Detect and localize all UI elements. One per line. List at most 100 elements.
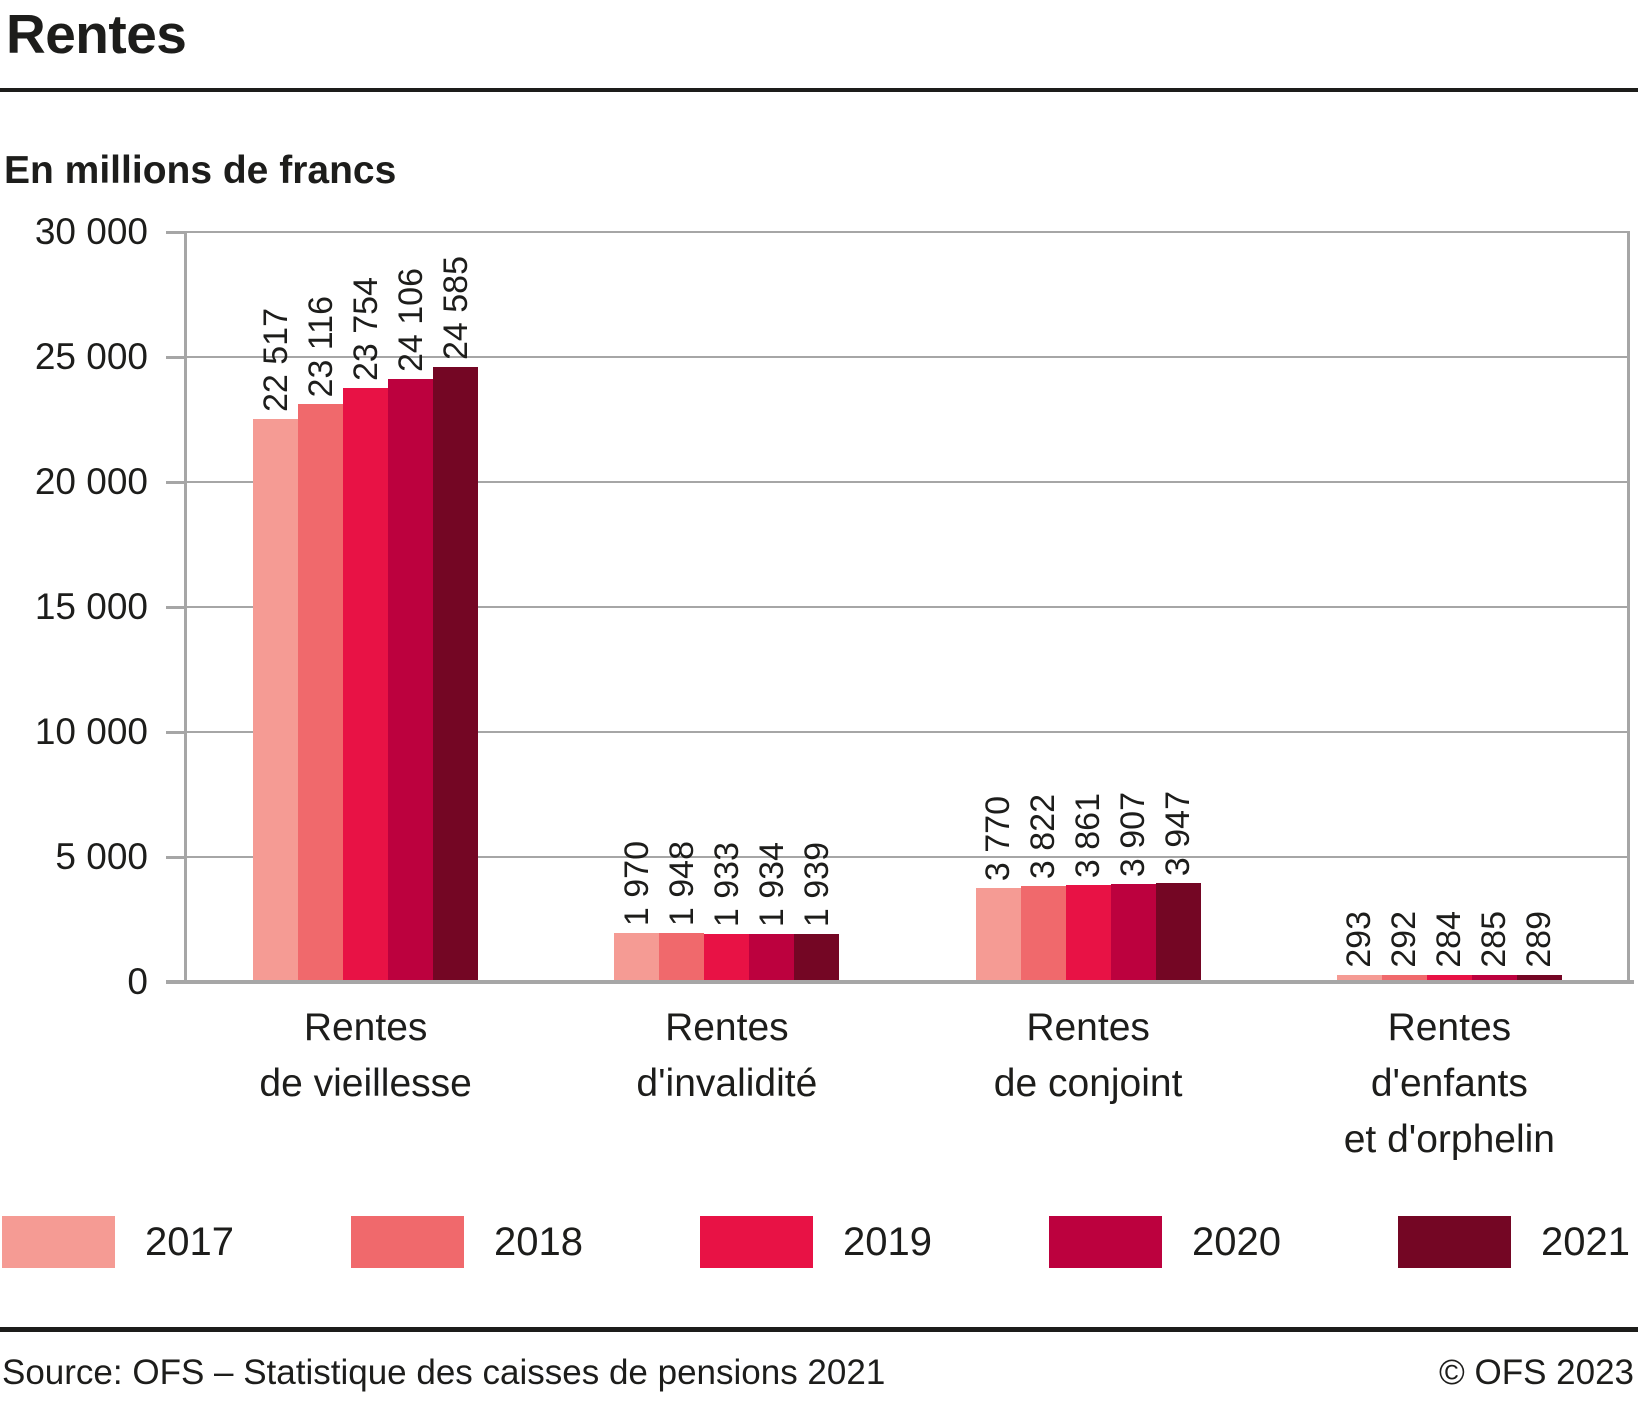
- y-tick-label-10000: 10 000: [34, 711, 148, 752]
- legend-item-2020: 2020: [1049, 1216, 1281, 1268]
- gridline-10000: [185, 731, 1630, 733]
- category-label-conjoint: Rentes de conjoint: [908, 1000, 1269, 1168]
- bar-value-2020-invalidite: 1 934: [752, 841, 791, 927]
- bar-value-2018-invalidite: 1 948: [662, 840, 701, 926]
- y-tick-label-0: 0: [127, 961, 148, 1002]
- bar-value-2017-enfants: 293: [1340, 911, 1379, 968]
- legend-label-2017: 2017: [145, 1220, 234, 1264]
- y-tick-label-5000: 5 000: [55, 836, 148, 877]
- chart-unit-label: En millions de francs: [4, 149, 397, 192]
- y-tick-mark-15000: [166, 606, 186, 609]
- footer-divider-line: [0, 1327, 1638, 1332]
- bar-2018-enfants: 292: [1381, 911, 1427, 982]
- gridline-5000: [185, 856, 1630, 858]
- y-tick-mark-20000: [166, 481, 186, 484]
- bar-value-2017-invalidite: 1 970: [617, 840, 656, 926]
- legend-item-2017: 2017: [2, 1216, 234, 1268]
- bar-value-2020-enfants: 285: [1475, 911, 1514, 968]
- category-label-line: de vieillesse: [259, 1062, 472, 1105]
- legend-swatch-2021: [1398, 1216, 1511, 1268]
- legend-item-2018: 2018: [351, 1216, 583, 1268]
- category-label-line: d'invalidité: [636, 1062, 818, 1105]
- y-tick-label-20000: 20 000: [34, 461, 148, 502]
- category-label-line: d'enfants: [1370, 1062, 1528, 1105]
- gridline-20000: [185, 481, 1630, 483]
- bar-value-2018-vieillesse: 23 116: [301, 295, 340, 397]
- bar-groups-layer: 22 517 23 116 23 754 24 106 24 585 1 970 1 948…: [185, 232, 1630, 982]
- y-tick-mark-25000: [166, 356, 186, 359]
- legend-swatch-2019: [700, 1216, 813, 1268]
- plot-right-border: [1627, 232, 1630, 982]
- bar-value-2021-conjoint: 3 947: [1159, 790, 1198, 876]
- y-axis-labels: 30 000 25 000 20 000 15 000 10 000 5 000 0: [0, 211, 148, 1002]
- bar-2020-vieillesse: 24 106: [388, 268, 434, 982]
- y-tick-label-30000: 30 000: [34, 211, 148, 252]
- legend-swatch-2017: [2, 1216, 115, 1268]
- bar-value-2021-enfants: 289: [1520, 911, 1559, 968]
- bar-2021-conjoint: 3 947: [1155, 791, 1201, 982]
- gridline-30000: [185, 231, 1630, 233]
- category-label-line: Rentes: [665, 1006, 789, 1049]
- bar-2017-conjoint: 3 770: [975, 796, 1021, 982]
- category-label-line: Rentes: [1387, 1006, 1512, 1049]
- copyright-text: © OFS 2023: [1438, 1353, 1634, 1392]
- bar-value-2021-invalidite: 1 939: [797, 841, 836, 927]
- bar-2019-conjoint: 3 861: [1065, 793, 1111, 982]
- bar-2017-enfants: 293: [1336, 911, 1382, 982]
- bar-group-vieillesse: 22 517 23 116 23 754 24 106 24 585: [185, 232, 546, 982]
- y-tick-mark-5000: [166, 856, 186, 859]
- y-tick-label-25000: 25 000: [34, 336, 148, 377]
- bar-group-conjoint: 3 770 3 822 3 861 3 907 3 947: [908, 232, 1269, 982]
- bar-group-enfants: 293 292 284 285 289: [1269, 232, 1630, 982]
- y-tick-mark-10000: [166, 731, 186, 734]
- legend-swatch-2018: [351, 1216, 464, 1268]
- bar-value-2019-invalidite: 1 933: [707, 841, 746, 927]
- category-label-line: Rentes: [1026, 1006, 1150, 1049]
- legend-label-2018: 2018: [494, 1220, 583, 1264]
- bar-value-2019-conjoint: 3 861: [1069, 792, 1108, 878]
- bar-2020-conjoint: 3 907: [1110, 792, 1156, 982]
- bar-value-2018-conjoint: 3 822: [1024, 793, 1063, 879]
- legend: 2017 2018 2019 2020 2021: [2, 1216, 1630, 1268]
- bar-value-2020-vieillesse: 24 106: [391, 268, 430, 372]
- title-divider-line: [0, 88, 1638, 92]
- legend-label-2020: 2020: [1192, 1220, 1281, 1264]
- bar-value-2021-vieillesse: 24 585: [436, 256, 475, 360]
- footer: Source: OFS – Statistique des caisses de…: [2, 1352, 1634, 1394]
- page-title: Rentes: [6, 3, 187, 65]
- category-label-enfants: Rentes d'enfants et d'orphelin: [1269, 1000, 1630, 1168]
- bar-value-2018-enfants: 292: [1385, 911, 1424, 968]
- y-tick-mark-30000: [166, 231, 186, 234]
- category-label-line: Rentes: [303, 1006, 428, 1049]
- bar-value-2017-vieillesse: 22 517: [256, 308, 295, 412]
- legend-item-2021: 2021: [1398, 1216, 1630, 1268]
- bar-value-2019-enfants: 284: [1430, 911, 1469, 968]
- legend-label-2021: 2021: [1541, 1220, 1630, 1264]
- y-axis-ticks: [166, 231, 186, 982]
- bar-2020-invalidite: 1 934: [749, 842, 795, 982]
- bar-2018-conjoint: 3 822: [1020, 794, 1066, 982]
- grid-layer: [185, 231, 1630, 982]
- bar-2017-invalidite: 1 970: [614, 841, 660, 982]
- bar-2021-invalidite: 1 939: [794, 842, 840, 982]
- legend-label-2019: 2019: [843, 1220, 932, 1264]
- bar-value-2020-conjoint: 3 907: [1114, 791, 1153, 877]
- legend-item-2019: 2019: [700, 1216, 932, 1268]
- bar-value-2017-conjoint: 3 770: [979, 795, 1018, 881]
- bar-2017-vieillesse: 22 517: [253, 308, 299, 982]
- bar-2019-invalidite: 1 933: [704, 842, 750, 982]
- category-label-line: de conjoint: [993, 1062, 1183, 1105]
- bar-2021-enfants: 289: [1516, 911, 1562, 982]
- plot-area: 22 517 23 116 23 754 24 106 24 585 1 970 1 948…: [185, 231, 1630, 982]
- bar-group-invalidite: 1 970 1 948 1 933 1 934 1 939: [546, 232, 907, 982]
- gridline-15000: [185, 606, 1630, 608]
- category-labels: Rentes de vieillesse Rentes d'invalidité Ren…: [185, 1000, 1630, 1168]
- x-axis-line: [166, 980, 1634, 984]
- bar-2021-vieillesse: 24 585: [433, 256, 479, 982]
- gridline-25000: [185, 356, 1630, 358]
- bar-2020-enfants: 285: [1471, 911, 1517, 982]
- legend-swatch-2020: [1049, 1216, 1162, 1268]
- bar-2019-enfants: 284: [1426, 911, 1472, 982]
- bar-2018-invalidite: 1 948: [659, 841, 705, 982]
- source-text: Source: OFS – Statistique des caisses de…: [2, 1353, 886, 1392]
